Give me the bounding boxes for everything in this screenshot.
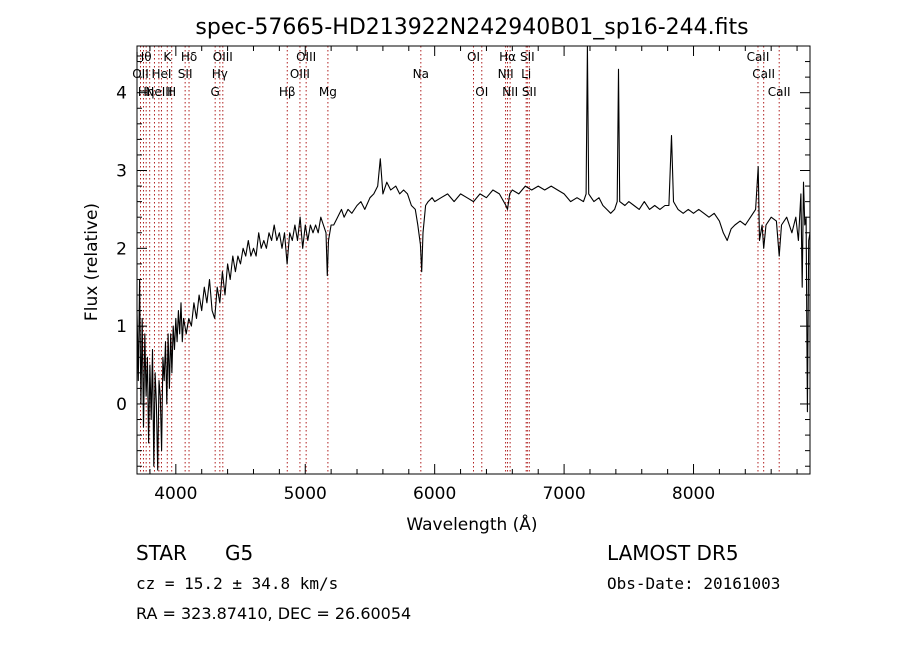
spectral-line-label: OIII (290, 67, 310, 81)
spectral-line-label: SII (522, 85, 537, 99)
spectral-line-label: NII (502, 85, 518, 99)
spectral-line-label: NeIII (145, 85, 172, 99)
spectral-line-label: OIII (213, 50, 233, 64)
object-class: STAR (136, 541, 187, 565)
x-tick-label: 6000 (413, 484, 456, 504)
spectral-line-markers (139, 46, 780, 474)
x-tick-label: 7000 (542, 484, 585, 504)
spectral-line-label: H (167, 85, 176, 99)
y-tick-label: 4 (116, 84, 127, 104)
redshift-velocity: cz = 15.2 ± 34.8 km/s (136, 574, 339, 593)
spectral-line-label: SII (178, 67, 193, 81)
spectral-line-label: Hγ (212, 67, 228, 81)
spectral-line-label: CaII (752, 67, 775, 81)
coordinates: RA = 323.87410, DEC = 26.60054 (136, 604, 412, 623)
y-axis-label: Flux (relative) (82, 203, 102, 321)
spectral-line-label: G (211, 85, 220, 99)
x-axis: 4000 5000 6000 7000 8000 (149, 46, 798, 504)
y-tick-label: 3 (116, 162, 127, 182)
spectral-line-labels: OIIHθHηNeIIIHeIKHSIIHδGHγOIIIHβOIIIOIIIM… (132, 50, 790, 99)
y-tick-label: 1 (116, 317, 127, 337)
x-axis-label: Wavelength (Å) (406, 513, 537, 535)
spectral-line-label: K (163, 50, 172, 64)
x-tick-label: 5000 (284, 484, 327, 504)
chart-title: spec-57665-HD213922N242940B01_sp16-244.f… (195, 15, 748, 40)
spectral-line-label: Hη (138, 85, 155, 99)
observation-date: Obs-Date: 20161003 (607, 574, 781, 593)
spectral-line-label: HeI (151, 67, 171, 81)
series-line-0 (136, 45, 811, 471)
object-subclass: G5 (225, 541, 254, 565)
spectral-line-label: Mg (319, 85, 337, 99)
spectral-line-label: OIII (296, 50, 316, 64)
spectral-line-label: SII (520, 50, 535, 64)
x-tick-label: 4000 (154, 484, 197, 504)
survey-name: LAMOST DR5 (607, 541, 739, 565)
spectral-line-label: CaII (768, 85, 791, 99)
spectral-line-label: Na (413, 67, 429, 81)
spectral-line-label: OII (132, 67, 149, 81)
spectral-line-label: OI (467, 50, 480, 64)
spectral-line-label: Hθ (135, 50, 151, 64)
x-tick-label: 8000 (672, 484, 715, 504)
plot-frame (136, 45, 811, 475)
y-axis: 0 1 2 3 4 (116, 45, 810, 467)
spectral-line-label: OI (475, 85, 488, 99)
spectral-line-label: NII (498, 67, 514, 81)
spectral-line-label: Li (521, 67, 531, 81)
y-tick-label: 2 (116, 239, 127, 259)
y-tick-label: 0 (116, 395, 127, 415)
series-layer (136, 45, 811, 471)
spectral-line-label: Hδ (181, 50, 197, 64)
spectral-line-label: CaII (747, 50, 770, 64)
spectral-line-label: Hβ (279, 85, 296, 99)
spectral-line-label: Hα (499, 50, 516, 64)
